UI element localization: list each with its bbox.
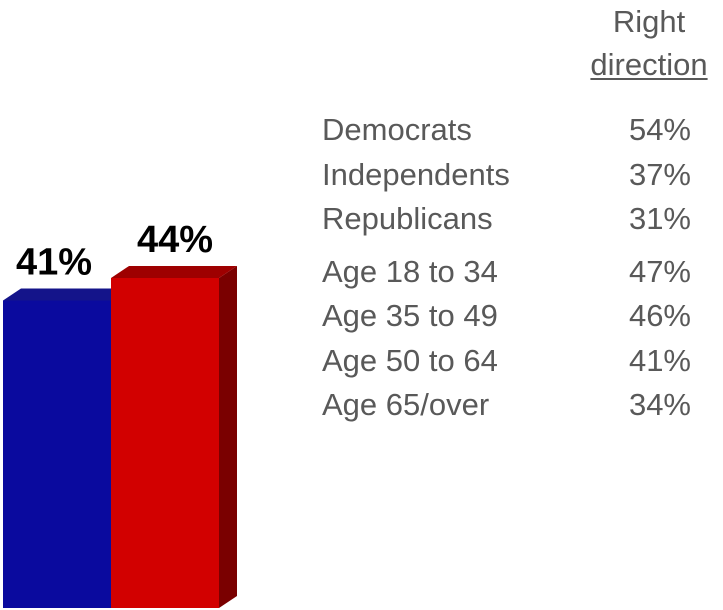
breakdown-row: Age 50 to 64 41% [322,341,723,381]
bar-1-value-label: 44% [137,219,213,261]
bar-0-front [3,300,111,608]
breakdown-table: Democrats 54% Independents 37% Republicans 31… [322,0,723,610]
breakdown-label: Age 65/over [322,387,490,422]
bar-1-side [219,266,237,608]
bar-1-front [111,278,219,608]
breakdown-value: 46% [628,298,691,333]
breakdown-label: Republicans [322,201,493,236]
breakdown-row: Democrats 54% [322,110,723,150]
bar-0-top [3,288,129,301]
breakdown-row: Age 18 to 34 47% [322,252,723,292]
breakdown-label: Age 18 to 34 [322,253,498,289]
breakdown-row: Independents 37% [322,155,723,195]
breakdown-label: Age 35 to 49 [322,298,498,333]
breakdown-value: 31% [628,201,691,236]
breakdown-value: 41% [628,342,691,378]
breakdown-row: Republicans 31% [322,199,723,239]
breakdown-label: Independents [322,156,510,192]
breakdown-value: 34% [628,387,691,422]
breakdown-label: Age 50 to 64 [322,342,498,378]
breakdown-value: 37% [628,156,691,192]
header-direction: direction [590,47,708,82]
bar-0-value-label: 41% [16,242,92,284]
header-right: Right [612,4,686,39]
bar-1-top [111,266,237,278]
breakdown-row: Age 35 to 49 46% [322,296,723,336]
breakdown-value: 54% [628,112,691,147]
breakdown-row: Age 65/over 34% [322,385,723,425]
bar-chart: 41% 44% [3,219,237,608]
breakdown-label: Democrats [322,112,472,147]
breakdown-value: 47% [628,253,691,289]
